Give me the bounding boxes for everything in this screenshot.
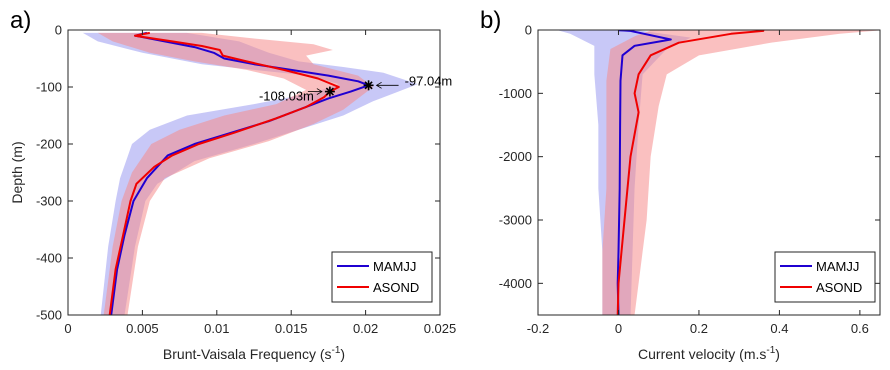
x-tick-label: 0.01 [204, 321, 229, 336]
y-tick-label: 0 [55, 23, 62, 38]
legend-box [331, 251, 433, 303]
band-asond [97, 32, 374, 315]
x-tick-label: 0.2 [690, 321, 708, 336]
x-tick-label: 0.6 [851, 321, 869, 336]
line-mamjj [110, 31, 370, 315]
annotation-arrowhead [316, 88, 323, 95]
line-asond [108, 31, 340, 315]
y-tick-label: -300 [36, 194, 62, 209]
band-asond [602, 30, 880, 315]
x-tick-label: 0 [64, 321, 71, 336]
panel-label: b) [480, 7, 501, 34]
annotation-arrowhead [375, 81, 382, 89]
y-tick-label: -400 [36, 251, 62, 266]
marker-stroke [325, 87, 334, 96]
legend-label-asond: ASOND [373, 280, 419, 295]
axes-box [67, 29, 441, 316]
legend-label-mamjj: MAMJJ [816, 259, 859, 274]
legend: MAMJJ ASOND [774, 251, 876, 303]
annotation-label: -97.04m [405, 73, 453, 88]
line-mamjj [616, 30, 672, 315]
y-tick-label: -500 [36, 308, 62, 323]
plot-area [558, 30, 880, 315]
y-tick-label: 0 [525, 23, 532, 38]
x-axis-label: Brunt-Vaisala Frequency (s-1) [163, 345, 345, 362]
x-tick-label: 0.4 [770, 321, 788, 336]
y-tick-label: -4000 [499, 276, 532, 291]
axes-box [537, 29, 881, 316]
x-tick-label: 0.025 [424, 321, 457, 336]
y-tick-label: -100 [36, 80, 62, 95]
x-tick-label: 0 [615, 321, 622, 336]
y-tick-label: -200 [36, 137, 62, 152]
legend-label-mamjj: MAMJJ [373, 259, 416, 274]
plot-area [82, 31, 418, 315]
annotation-marker [363, 80, 374, 91]
y-tick-label: -1000 [499, 86, 532, 101]
x-axis-label: Current velocity (m.s-1) [638, 345, 780, 362]
y-tick-label: -2000 [499, 149, 532, 164]
chart-panel-b: b) -0.2 0 0.2 0.4 0.6 0 -1000 -2000 -3000 -4000 Cur… [480, 7, 881, 362]
x-tick-label: 0.02 [353, 321, 378, 336]
line-asond [616, 30, 765, 315]
y-tick-label: -3000 [499, 213, 532, 228]
panel-label: a) [10, 7, 31, 34]
x-tick-label: -0.2 [527, 321, 549, 336]
chart-panel-a: a) 0 0.005 0.01 0.015 0.02 0.025 0 -100 -200 -300 -… [9, 7, 456, 362]
marker-stroke [364, 81, 373, 90]
legend-label-asond: ASOND [816, 280, 862, 295]
y-axis-label: Depth (m) [9, 141, 25, 203]
x-tick-label: 0.015 [275, 321, 308, 336]
x-tick-label: 0.005 [126, 321, 159, 336]
annotation-label: -108.03m [259, 89, 314, 104]
annotation-marker [324, 86, 335, 97]
legend: MAMJJ ASOND [331, 251, 433, 303]
legend-box [774, 251, 876, 303]
